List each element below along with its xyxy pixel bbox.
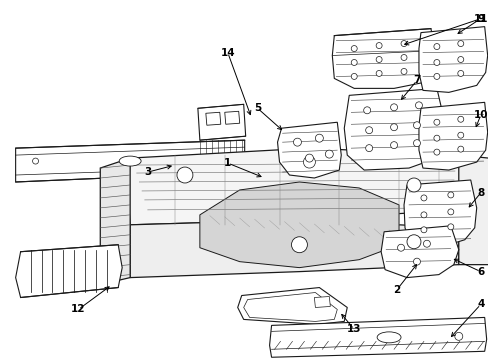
Text: 7: 7 (412, 75, 420, 85)
Polygon shape (128, 148, 460, 225)
Text: 3: 3 (144, 167, 151, 177)
Circle shape (447, 224, 453, 230)
Text: 9: 9 (476, 14, 483, 24)
Circle shape (305, 154, 313, 162)
Ellipse shape (376, 332, 400, 343)
Circle shape (293, 138, 301, 146)
Circle shape (457, 146, 463, 152)
Circle shape (406, 235, 420, 249)
Circle shape (420, 227, 426, 233)
Polygon shape (380, 226, 458, 278)
Text: 12: 12 (71, 305, 85, 315)
Circle shape (420, 195, 426, 201)
Circle shape (375, 57, 381, 63)
Polygon shape (269, 318, 486, 357)
Polygon shape (224, 111, 239, 124)
Circle shape (454, 332, 462, 340)
Polygon shape (205, 112, 220, 125)
Polygon shape (314, 297, 330, 307)
Circle shape (375, 42, 381, 49)
Text: 10: 10 (472, 110, 487, 120)
Circle shape (390, 124, 397, 131)
Polygon shape (100, 158, 130, 284)
Polygon shape (418, 102, 487, 170)
Text: 6: 6 (476, 267, 483, 276)
Circle shape (457, 116, 463, 122)
Circle shape (177, 167, 192, 183)
Polygon shape (458, 155, 488, 265)
Circle shape (420, 212, 426, 218)
Circle shape (447, 192, 453, 198)
Circle shape (390, 104, 397, 111)
Polygon shape (130, 220, 458, 278)
Circle shape (303, 156, 315, 168)
Text: 5: 5 (253, 103, 261, 113)
Circle shape (413, 122, 420, 129)
Circle shape (433, 59, 439, 66)
Polygon shape (418, 27, 487, 93)
Circle shape (325, 150, 333, 158)
Circle shape (406, 178, 420, 192)
Text: 2: 2 (393, 284, 400, 294)
Circle shape (365, 127, 372, 134)
Circle shape (447, 209, 453, 215)
Polygon shape (200, 182, 398, 267)
Text: 8: 8 (476, 188, 483, 198)
Circle shape (457, 132, 463, 138)
Polygon shape (16, 140, 244, 182)
Circle shape (350, 46, 356, 51)
Circle shape (363, 107, 370, 114)
Polygon shape (237, 288, 346, 324)
Circle shape (390, 141, 397, 149)
Circle shape (400, 41, 406, 46)
Circle shape (315, 134, 323, 142)
Circle shape (457, 41, 463, 46)
Polygon shape (332, 29, 436, 89)
Polygon shape (403, 180, 476, 248)
Polygon shape (198, 104, 245, 140)
Text: 1: 1 (224, 158, 231, 168)
Text: 13: 13 (346, 324, 361, 334)
Circle shape (457, 71, 463, 76)
Ellipse shape (119, 156, 141, 166)
Circle shape (365, 145, 372, 152)
Circle shape (433, 135, 439, 141)
Circle shape (433, 73, 439, 80)
Circle shape (33, 158, 39, 164)
Circle shape (350, 59, 356, 66)
Circle shape (457, 57, 463, 63)
Circle shape (291, 237, 307, 253)
Polygon shape (344, 89, 443, 170)
Circle shape (433, 44, 439, 50)
Circle shape (413, 140, 420, 147)
Polygon shape (16, 245, 122, 297)
Text: 11: 11 (472, 14, 487, 24)
Text: 4: 4 (476, 300, 484, 310)
Circle shape (433, 119, 439, 125)
Circle shape (413, 258, 420, 265)
Circle shape (423, 240, 429, 247)
Circle shape (400, 68, 406, 75)
Circle shape (400, 54, 406, 60)
Circle shape (375, 71, 381, 76)
Circle shape (433, 149, 439, 155)
Circle shape (397, 244, 404, 251)
Text: 14: 14 (220, 48, 235, 58)
Circle shape (415, 102, 422, 109)
Polygon shape (277, 122, 341, 178)
Circle shape (350, 73, 356, 80)
